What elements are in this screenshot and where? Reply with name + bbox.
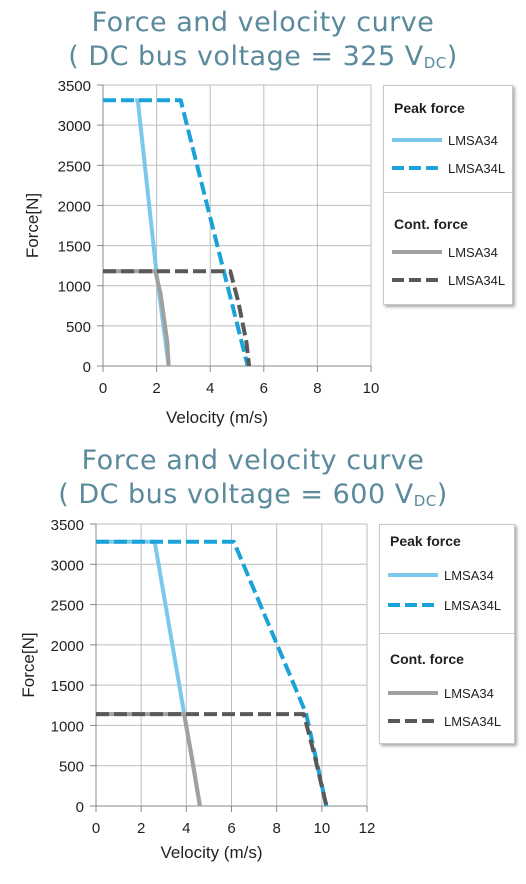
y-tick-label: 2000	[51, 638, 84, 655]
y-tick-label: 1500	[58, 239, 91, 256]
legend-item-cont-lmsa34l: LMSA34L	[392, 272, 505, 288]
x-axis-label: Velocity (m/s)	[166, 408, 268, 427]
y-tick-label: 0	[83, 359, 91, 376]
legend-swatch	[388, 691, 438, 695]
legend-item-peak-lmsa34l: LMSA34L	[392, 160, 505, 176]
y-tick-label: 500	[66, 319, 91, 336]
series-line-peak-lmsa34	[96, 539, 202, 807]
legend-swatch	[392, 250, 442, 254]
chart-1-plot: 0 500 1000 1500 2000 2500 3000 3500 0 2 4 6 8 10 Veloc…	[23, 78, 380, 427]
y-tick-label: 3000	[51, 557, 84, 574]
chart-1-title: Force and velocity curve ( DC bus voltag…	[0, 6, 526, 77]
series-line-cont-lmsa34	[103, 269, 171, 367]
x-tick-label: 0	[99, 380, 107, 397]
legend-item-cont-lmsa34: LMSA34	[388, 685, 494, 701]
x-tick-label: 6	[260, 380, 268, 397]
x-tick-label: 2	[137, 820, 145, 837]
chart-2-title-line2: ( DC bus voltage = 600 VDC)	[58, 479, 448, 510]
legend-label: LMSA34	[444, 567, 494, 583]
x-tick-label: 10	[313, 820, 330, 837]
legend-label: LMSA34L	[444, 597, 502, 613]
y-tick-label: 0	[76, 799, 84, 816]
legend-swatch	[388, 573, 438, 577]
series-line-cont-lmsa34l	[103, 269, 252, 367]
y-tick-label: 2500	[58, 158, 91, 175]
y-tick-label: 3500	[51, 517, 84, 534]
y-axis-label: Force[N]	[19, 632, 38, 697]
x-tick-label: 10	[363, 380, 380, 397]
chart-1: Force and velocity curve ( DC bus voltag…	[0, 0, 526, 440]
x-tick-label: 4	[206, 380, 214, 397]
y-tick-label: 1000	[51, 718, 84, 735]
y-tick-label: 3500	[58, 78, 91, 95]
chart-2-title-line1: Force and velocity curve	[81, 445, 425, 476]
legend-divider	[384, 192, 512, 193]
legend-label: LMSA34L	[444, 713, 502, 729]
legend-label: LMSA34	[448, 132, 498, 148]
chart-1-legend: Peak force LMSA34 LMSA34L Cont. force LM…	[383, 85, 513, 305]
legend-swatch	[392, 138, 442, 142]
x-axis-label: Velocity (m/s)	[160, 843, 262, 862]
legend-label: LMSA34	[444, 685, 494, 701]
x-tick-label: 8	[272, 820, 280, 837]
y-tick-label: 1500	[51, 678, 84, 695]
y-tick-label: 3000	[58, 118, 91, 135]
y-tick-label: 500	[59, 759, 84, 776]
chart-1-title-line2: ( DC bus voltage = 325 VDC)	[68, 41, 458, 72]
y-tick-label: 1000	[58, 279, 91, 296]
legend-swatch	[388, 719, 438, 723]
chart-2-legend: Peak force LMSA34 LMSA34L Cont. force LM…	[379, 524, 515, 744]
legend-peak-title: Peak force	[390, 533, 461, 549]
x-tick-label: 6	[227, 820, 235, 837]
legend-swatch	[392, 166, 442, 170]
x-tick-label: 4	[182, 820, 190, 837]
legend-swatch	[392, 278, 442, 282]
x-tick-label: 12	[359, 820, 376, 837]
legend-label: LMSA34	[448, 244, 498, 260]
legend-item-peak-lmsa34l: LMSA34L	[388, 597, 501, 613]
x-tick-label: 0	[92, 820, 100, 837]
y-axis-label: Force[N]	[23, 193, 42, 258]
legend-item-peak-lmsa34: LMSA34	[392, 132, 498, 148]
legend-swatch	[388, 603, 438, 607]
chart-2: Force and velocity curve ( DC bus voltag…	[0, 440, 526, 884]
chart-1-title-line1: Force and velocity curve	[91, 7, 435, 38]
series-line-peak-lmsa34l	[103, 98, 250, 367]
x-tick-label: 8	[313, 380, 321, 397]
legend-label: LMSA34L	[448, 272, 506, 288]
y-tick-label: 2000	[58, 198, 91, 215]
x-tick-label: 2	[152, 380, 160, 397]
series-line-cont-lmsa34	[96, 712, 202, 807]
y-tick-label: 2500	[51, 598, 84, 615]
legend-item-cont-lmsa34l: LMSA34L	[388, 713, 501, 729]
chart-2-plot: 0 500 1000 1500 2000 2500 3000 3500 0 2 4 6 8 10 12 Vel…	[19, 517, 376, 862]
legend-item-cont-lmsa34: LMSA34	[392, 244, 498, 260]
legend-cont-title: Cont. force	[394, 216, 468, 232]
legend-label: LMSA34L	[448, 160, 506, 176]
legend-cont-title: Cont. force	[390, 651, 464, 667]
series-line-peak-lmsa34l	[96, 539, 329, 807]
series-line-cont-lmsa34l	[96, 712, 329, 807]
chart-2-title: Force and velocity curve ( DC bus voltag…	[0, 444, 516, 515]
legend-peak-title: Peak force	[394, 100, 465, 116]
legend-item-peak-lmsa34: LMSA34	[388, 567, 494, 583]
legend-divider	[380, 633, 514, 634]
